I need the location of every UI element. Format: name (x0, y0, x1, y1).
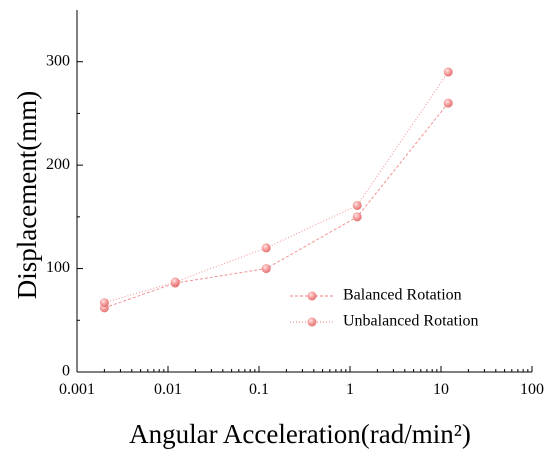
x-tick-label: 10 (433, 381, 449, 398)
x-tick-label: 0.1 (249, 381, 269, 398)
data-point (261, 264, 271, 274)
x-tick-label: 100 (520, 381, 544, 398)
data-point (443, 98, 453, 108)
data-point (170, 277, 180, 287)
data-point (352, 200, 362, 210)
data-point (261, 243, 271, 253)
data-point (443, 67, 453, 77)
data-point (352, 212, 362, 222)
x-tick-label: 0.001 (59, 381, 95, 398)
x-tick-label: 1 (346, 381, 354, 398)
y-tick-label: 300 (46, 52, 70, 69)
series-line-1 (104, 102, 449, 309)
y-tick-label: 200 (46, 156, 70, 173)
legend-marker (307, 317, 317, 327)
legend-marker (307, 291, 317, 301)
y-axis-title: Displacement(mm) (12, 91, 42, 299)
series-line-2 (104, 71, 449, 304)
plot-area: 0 100 200 300 0.001 0.01 0.1 1 10 100 Balanced Rot… (46, 10, 544, 398)
y-tick-label: 0 (62, 363, 70, 380)
x-axis-title: Angular Acceleration(rad/min²) (129, 419, 471, 449)
legend-label: Balanced Rotation (343, 287, 462, 304)
y-tick-label: 100 (46, 259, 70, 276)
legend-label: Unbalanced Rotation (343, 313, 479, 330)
x-tick-label: 0.01 (154, 381, 182, 398)
data-point (99, 298, 109, 308)
